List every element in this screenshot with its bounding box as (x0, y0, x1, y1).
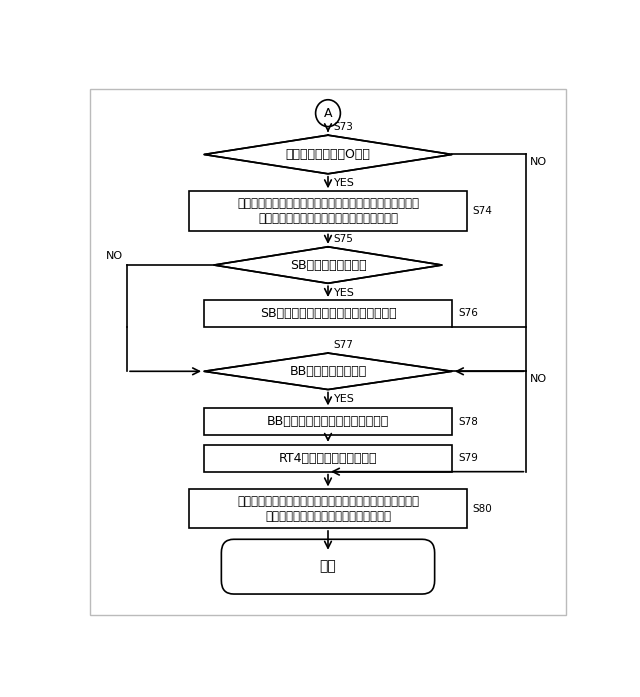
Text: NO: NO (531, 157, 547, 167)
Text: ボーナス用内部当籤役決定テーブルを参照し、ボーナス用
データポインタに基づいて内部当籤役を取得: ボーナス用内部当籤役決定テーブルを参照し、ボーナス用 データポインタに基づいて内… (237, 197, 419, 225)
Text: A: A (324, 107, 332, 120)
Text: 持越役格納領域と内部当籤役格納領域１の論理和をとり、
その結果を内部当籤役格納領域１に格納: 持越役格納領域と内部当籤役格納領域１の論理和をとり、 その結果を内部当籤役格納領… (237, 495, 419, 523)
Text: SBが内部当籤役か？: SBが内部当籤役か？ (290, 259, 366, 272)
FancyBboxPatch shape (221, 539, 435, 594)
FancyBboxPatch shape (204, 300, 452, 327)
FancyBboxPatch shape (204, 408, 452, 435)
Text: S79: S79 (458, 453, 478, 464)
Text: S76: S76 (458, 308, 478, 319)
Text: BBが内部当籤役か？: BBが内部当籤役か？ (289, 365, 367, 378)
Text: BBに応じて持越役格納領域を更新: BBに応じて持越役格納領域を更新 (267, 415, 389, 428)
Polygon shape (204, 135, 452, 174)
Text: YES: YES (334, 178, 355, 188)
Text: S75: S75 (333, 234, 353, 244)
Text: NO: NO (531, 374, 547, 384)
Text: S78: S78 (458, 417, 478, 427)
Text: S73: S73 (333, 123, 353, 132)
Polygon shape (214, 247, 442, 283)
FancyBboxPatch shape (204, 445, 452, 472)
Text: S77: S77 (333, 340, 353, 351)
Polygon shape (204, 353, 452, 390)
Text: YES: YES (334, 288, 355, 298)
Circle shape (316, 100, 340, 127)
Text: S80: S80 (473, 504, 493, 514)
FancyBboxPatch shape (189, 489, 467, 528)
Text: 戻る: 戻る (319, 560, 337, 574)
Text: SBに応じて内部当籤役格納領域を更新: SBに応じて内部当籤役格納領域を更新 (260, 307, 396, 320)
Text: RT4遊技状態フラグをオン: RT4遊技状態フラグをオン (279, 452, 377, 465)
Text: 持越役格納領域はOか？: 持越役格納領域はOか？ (285, 148, 371, 161)
Text: S74: S74 (473, 206, 493, 216)
Text: YES: YES (334, 394, 355, 404)
FancyBboxPatch shape (189, 191, 467, 231)
Text: NO: NO (106, 251, 123, 261)
